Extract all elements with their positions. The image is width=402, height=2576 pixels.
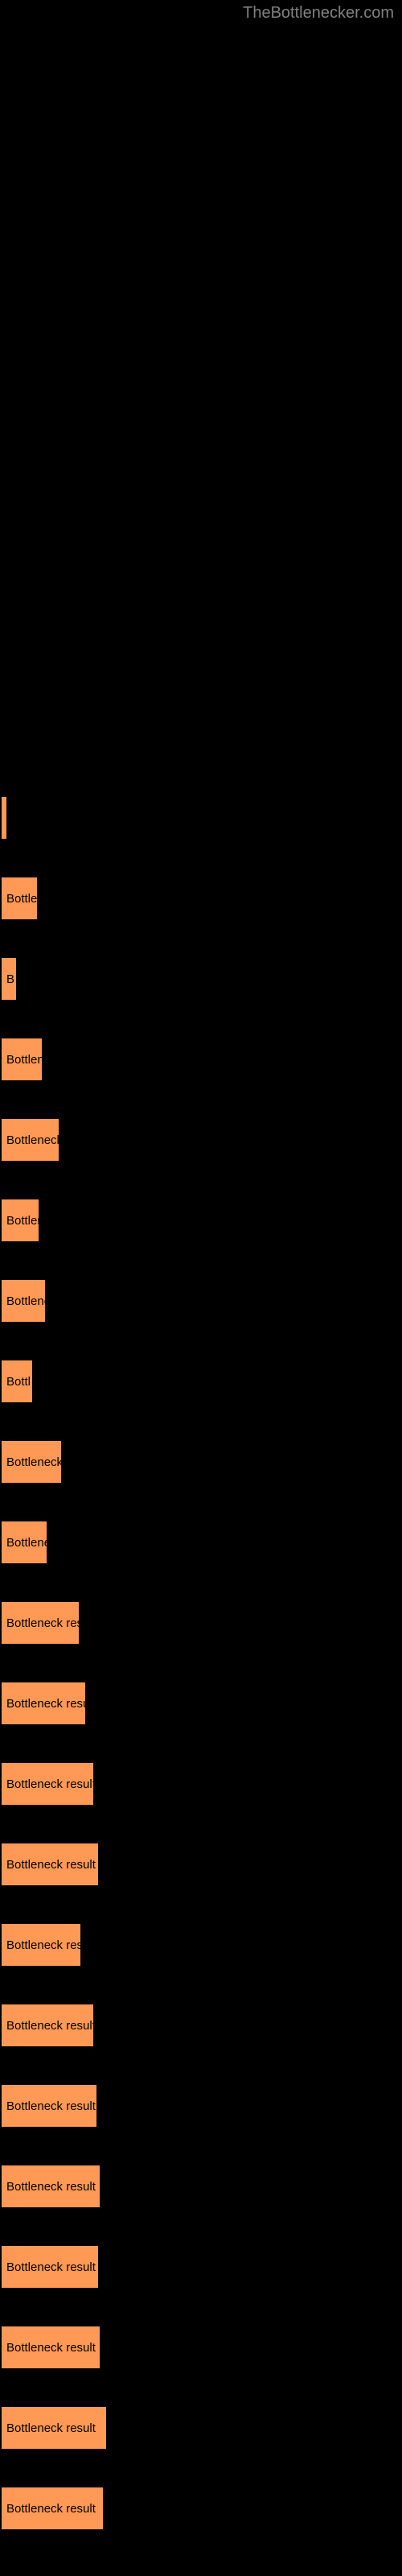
bar [0, 795, 8, 840]
bar: Bottle [0, 876, 39, 921]
bar: Bottlene [0, 1278, 47, 1323]
bar-row: Bottleneck result [0, 2388, 402, 2468]
bar-row: Bottleneck result [0, 2307, 402, 2388]
bar: Bottleneck result [0, 2486, 105, 2531]
bar: Bottleneck [0, 1439, 63, 1484]
bar-row: Bottle [0, 858, 402, 939]
bar: Bottleneck result [0, 1842, 100, 1887]
bar-row: Bottleneck result [0, 2066, 402, 2146]
bar-row: Bottlen [0, 1180, 402, 1261]
bar-row: Bottleneck result [0, 1744, 402, 1824]
watermark-text: TheBottlenecker.com [243, 4, 394, 23]
bar-row: Bottleneck result [0, 2146, 402, 2227]
bar-row: Bottlene [0, 1261, 402, 1341]
bar: Bottleneck result [0, 2164, 101, 2209]
bar-row: Bottleneck result [0, 2468, 402, 2549]
bar: Bottleneck result [0, 1761, 95, 1806]
bar: Bottleneck resul [0, 1681, 87, 1726]
bar: Bottleneck res [0, 1600, 80, 1645]
bar-row: Bottleneck result [0, 1985, 402, 2066]
bar-row: Bottleneck [0, 1422, 402, 1502]
bar-row: Bottlene [0, 1502, 402, 1583]
bar: Bottlen [0, 1198, 40, 1243]
bar-row: Bottleneck res [0, 1905, 402, 1985]
bar-row: Bottl [0, 1341, 402, 1422]
bar: Bottleneck res [0, 1922, 82, 1967]
bar: Bottleneck result [0, 2325, 101, 2370]
bar: Bottleneck [0, 1117, 60, 1162]
bar-row: Bottleneck result [0, 1824, 402, 1905]
bar: Bottlen [0, 1037, 43, 1082]
bar-row: Bottleneck resul [0, 1663, 402, 1744]
bar-row [0, 778, 402, 858]
bar: Bottleneck result [0, 2244, 100, 2289]
bar-row: Bottlen [0, 1019, 402, 1100]
bar: Bottleneck result [0, 2405, 108, 2450]
bar-row: Bottleneck result [0, 2227, 402, 2307]
bar-chart: Bottle B Bottlen Bottleneck Bottlen Bottlene B… [0, 778, 402, 2549]
bar-row: Bottleneck res [0, 1583, 402, 1663]
bar: Bottlene [0, 1520, 48, 1565]
bar: Bottl [0, 1359, 34, 1404]
bar: Bottleneck result [0, 2003, 95, 2048]
bar: Bottleneck result [0, 2083, 98, 2128]
bar-row: B [0, 939, 402, 1019]
bar: B [0, 956, 18, 1001]
bar-row: Bottleneck [0, 1100, 402, 1180]
